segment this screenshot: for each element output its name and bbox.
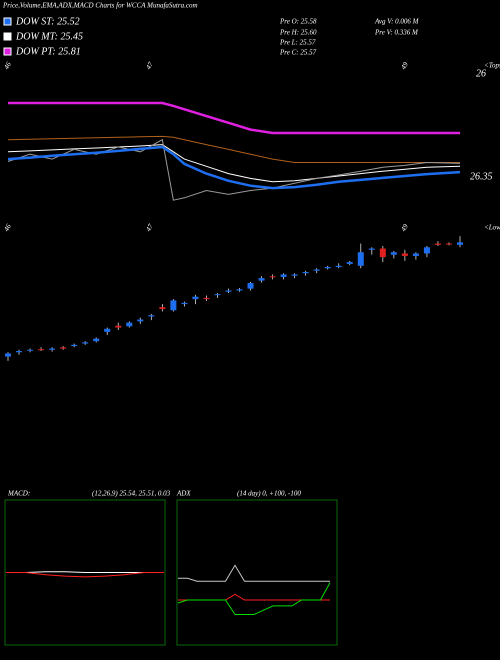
- line: [7, 145, 461, 190]
- line: [6, 571, 164, 573]
- info-text: Pre H: 25.60: [279, 29, 317, 37]
- candle-body: [335, 265, 342, 268]
- macd-params: (12,26,9) 25.54, 25.51, 0.03: [92, 490, 171, 498]
- candle-body: [368, 248, 375, 250]
- candle-body: [71, 344, 78, 347]
- candle-body: [412, 253, 419, 256]
- candle-body: [159, 307, 166, 310]
- candle-body: [225, 290, 232, 292]
- candle-body: [280, 274, 287, 277]
- info-text: Pre L: 25.57: [279, 39, 316, 47]
- candle-body: [49, 348, 56, 350]
- right-label: <Lows: [484, 224, 500, 232]
- adx-params: (14 day) 0, +100, -100: [237, 490, 301, 498]
- candle-body: [148, 315, 155, 317]
- legend-swatch: [3, 47, 12, 56]
- candle-body: [258, 278, 265, 281]
- candle-body: [457, 242, 463, 245]
- candle-body: [115, 325, 122, 328]
- candle-body: [60, 347, 67, 349]
- adx-panel: [176, 499, 338, 646]
- info-text: Avg V: 0.006 M: [374, 18, 420, 26]
- candle-body: [82, 342, 89, 344]
- candle-body: [291, 274, 298, 276]
- candle-body: [5, 353, 11, 357]
- line: [8, 101, 460, 135]
- candle-body: [214, 294, 221, 296]
- candle-body: [313, 269, 320, 271]
- right-label: 26.35: [470, 171, 493, 182]
- x-label: 49: [399, 60, 410, 70]
- candle-body: [104, 328, 111, 332]
- x-label: 47: [144, 222, 155, 232]
- candle-body: [137, 319, 144, 322]
- candle-body: [390, 252, 397, 255]
- legend-label: DOW MT: 25.45: [15, 31, 83, 42]
- candle-body: [445, 243, 452, 245]
- line: [177, 582, 331, 615]
- info-text: Pre O: 25.58: [279, 18, 317, 26]
- legend-swatch: [3, 17, 12, 26]
- candle-body: [379, 248, 386, 258]
- candle-body: [357, 252, 364, 266]
- candle-body: [236, 289, 243, 291]
- legend-swatch: [3, 32, 12, 41]
- line: [7, 135, 460, 163]
- candle-body: [423, 247, 430, 254]
- right-label: 26: [476, 68, 486, 79]
- candle-body: [203, 297, 210, 300]
- legend-label: DOW ST: 25.52: [15, 16, 80, 27]
- candle-body: [247, 283, 254, 289]
- right-label: <Tops: [484, 62, 500, 70]
- candle-body: [302, 271, 309, 274]
- candle-body: [170, 300, 177, 311]
- chart-title: Price,Volume,EMA,ADX,MACD Charts for WCC…: [2, 2, 198, 10]
- line: [178, 564, 330, 582]
- x-label: 46: [2, 60, 13, 70]
- candle-body: [269, 276, 276, 278]
- candle-body: [434, 243, 441, 245]
- info-text: Pre C: 25.57: [279, 49, 317, 57]
- candle-body: [126, 322, 133, 327]
- macd-title: MACD:: [7, 490, 30, 498]
- candle-body: [38, 349, 45, 351]
- x-label: 46: [2, 222, 13, 232]
- candle-body: [324, 267, 331, 269]
- candle-body: [181, 302, 188, 305]
- candle-body: [16, 351, 23, 353]
- info-text: Pre V: 0.336 M: [374, 29, 419, 37]
- line: [6, 572, 164, 578]
- line: [7, 138, 461, 201]
- x-label: 47: [144, 60, 155, 70]
- candle-body: [27, 349, 34, 351]
- line: [7, 144, 461, 183]
- x-label: 49: [399, 222, 410, 232]
- candle-body: [192, 296, 199, 300]
- candle-body: [93, 338, 100, 342]
- candle-body: [401, 253, 408, 256]
- candle-body: [346, 262, 353, 264]
- legend-label: DOW PT: 25.81: [15, 46, 81, 57]
- adx-title: ADX: [176, 490, 191, 498]
